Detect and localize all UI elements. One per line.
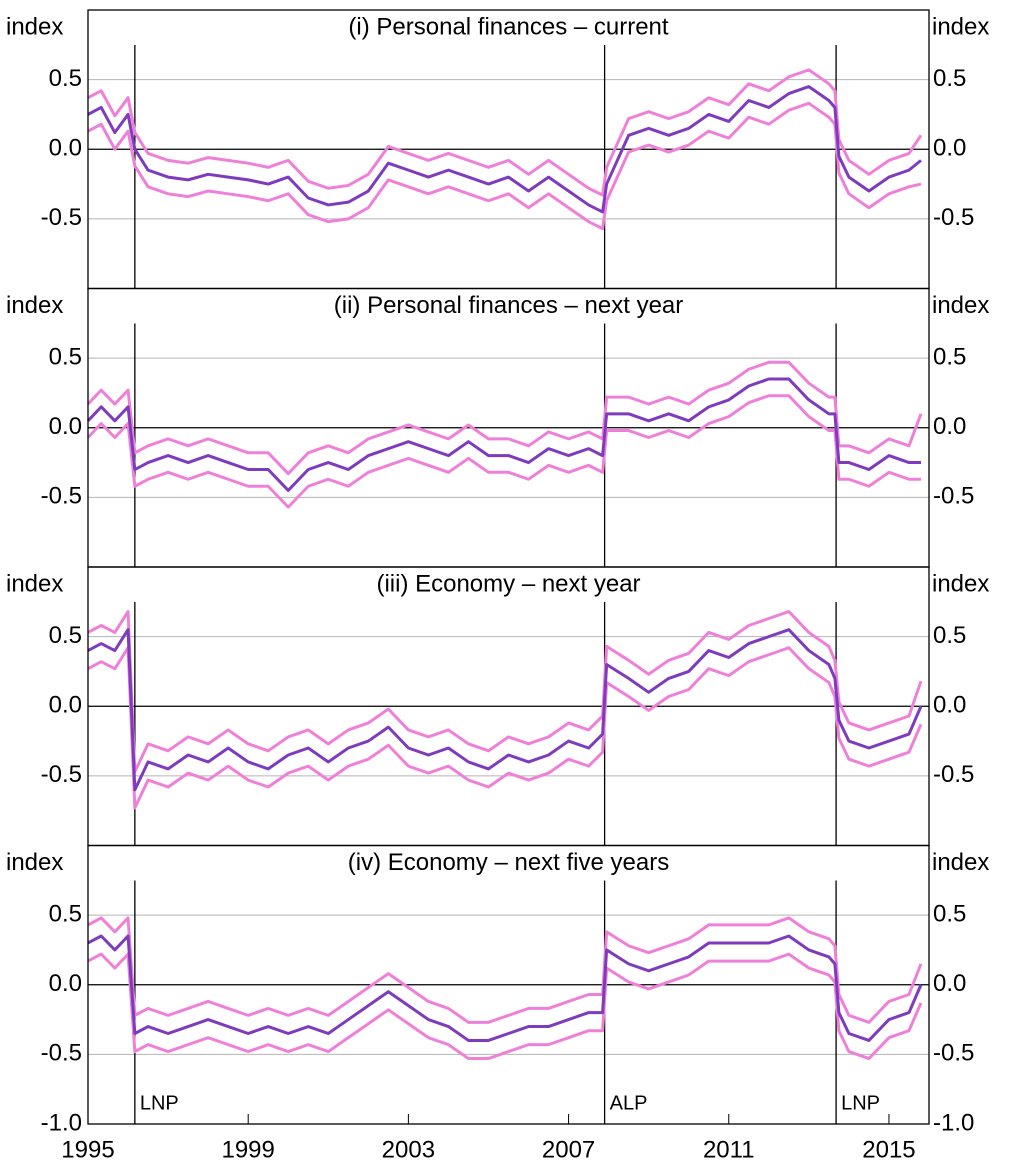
y-tick-label: 0.5 [49, 900, 82, 927]
y2-tick-label: 0.5 [933, 343, 966, 370]
y-axis-unit: index [6, 292, 63, 319]
y2-tick-label: 0.0 [933, 692, 966, 719]
y-tick-label: -0.5 [41, 761, 82, 788]
y-tick-label: -0.5 [41, 204, 82, 231]
y2-tick-label: -0.5 [933, 483, 974, 510]
y-tick-label: 0.5 [49, 65, 82, 92]
y2-tick-label: -0.5 [933, 1040, 974, 1067]
y2-axis-unit: index [932, 570, 989, 597]
y2-tick-label: 0.0 [933, 413, 966, 440]
series-line [86, 377, 921, 492]
y-tick-label: 0.0 [49, 413, 82, 440]
y-tick-label: -0.5 [41, 1040, 82, 1067]
series-line [86, 360, 923, 476]
panel-title: (iv) Economy – next five years [348, 849, 669, 876]
panel-title: (ii) Personal finances – next year [334, 292, 684, 319]
panel-frame [87, 844, 930, 1125]
x-tick-label: 1999 [221, 1136, 274, 1163]
y-axis-unit: index [6, 849, 63, 876]
series-line [87, 952, 923, 1061]
series-line [87, 916, 923, 1024]
series-line [87, 85, 922, 214]
series-line [86, 394, 921, 509]
y2-tick-label: -1.0 [933, 1109, 974, 1136]
y-tick-label: 0.5 [49, 622, 82, 649]
y2-tick-label: 0.5 [933, 65, 966, 92]
event-label: LNP [140, 1092, 179, 1114]
panel-title: (i) Personal finances – current [348, 13, 668, 40]
x-tick-label: 2003 [382, 1136, 435, 1163]
x-tick-label: 2011 [703, 1136, 755, 1163]
y-tick-label: 0.0 [49, 692, 82, 719]
series-line [87, 101, 922, 231]
y-axis-unit: index [6, 570, 63, 597]
y2-axis-unit: index [932, 13, 989, 40]
y-tick-label: 0.0 [49, 970, 82, 997]
x-tick-label: 1995 [61, 1136, 114, 1163]
event-label: LNP [841, 1092, 880, 1114]
panel-title: (iii) Economy – next year [376, 570, 640, 597]
y-tick-label: 0.5 [49, 343, 82, 370]
series-line [87, 610, 923, 774]
event-label: ALP [610, 1092, 648, 1114]
y2-tick-label: 0.5 [933, 900, 966, 927]
y-tick-label: -1.0 [41, 1109, 82, 1136]
series-line [87, 628, 923, 792]
y2-tick-label: 0.5 [933, 622, 966, 649]
series-line [87, 68, 923, 197]
y-axis-unit: index [6, 13, 63, 40]
y2-axis-unit: index [932, 849, 989, 876]
y2-tick-label: 0.0 [933, 135, 966, 162]
y-tick-label: 0.0 [49, 135, 82, 162]
series-line [87, 934, 923, 1042]
x-tick-label: 2015 [862, 1136, 915, 1163]
series-line [87, 646, 923, 810]
y2-tick-label: -0.5 [933, 204, 974, 231]
y2-axis-unit: index [932, 292, 989, 319]
y2-tick-label: -0.5 [933, 761, 974, 788]
x-tick-label: 2007 [542, 1136, 595, 1163]
y-tick-label: -0.5 [41, 483, 82, 510]
y2-tick-label: 0.0 [933, 970, 966, 997]
